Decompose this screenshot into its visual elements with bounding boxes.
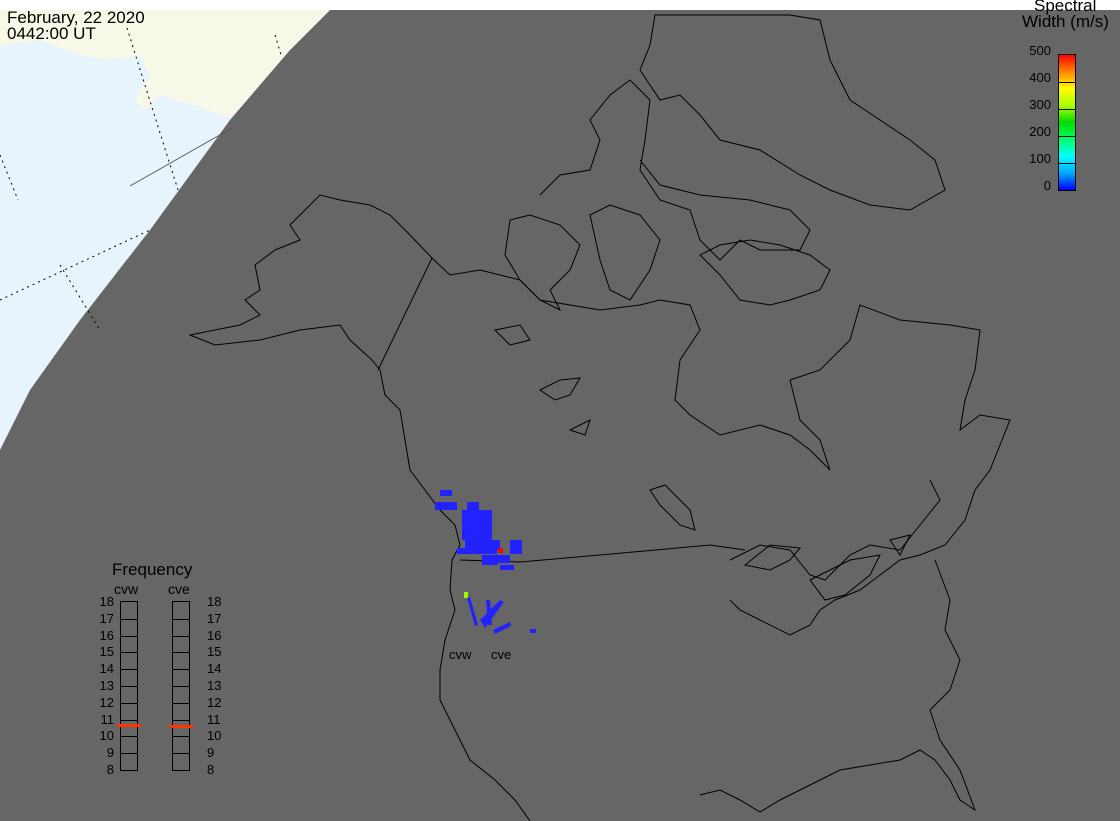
scatter-cell	[530, 629, 536, 633]
time-label: 0442:00 UT	[7, 24, 96, 43]
boundary-line	[129, 127, 233, 187]
colorbar-divider	[1059, 163, 1075, 164]
frequency-tick-right: 11	[207, 711, 221, 727]
frequency-tick-left: 17	[99, 610, 114, 626]
frequency-tick-right: 14	[207, 661, 222, 677]
frequency-tick-left: 16	[99, 627, 114, 643]
date-label: February, 22 2020	[7, 8, 145, 27]
frequency-tick-right: 18	[207, 594, 222, 609]
frequency-tick-left: 9	[106, 745, 114, 761]
frequency-tick-right: 9	[207, 745, 215, 761]
frequency-marker-cvw	[117, 723, 141, 727]
frequency-tick-left: 12	[99, 694, 114, 710]
map-radar-label-cvw: cvw	[449, 647, 472, 662]
frequency-bar-cvw	[117, 601, 141, 771]
grid-lines	[0, 27, 283, 331]
scatter-cell	[467, 502, 479, 512]
frequency-tick-left: 11	[100, 711, 115, 727]
scatter-cell	[493, 622, 511, 634]
frequency-tick-right: 8	[207, 762, 215, 777]
frequency-marker-cve	[169, 725, 193, 729]
colorbar	[1058, 54, 1076, 191]
scatter-cell	[480, 600, 504, 628]
frequency-tick-right: 15	[207, 644, 222, 660]
scatter-cell	[500, 565, 514, 570]
scatter-cell	[467, 597, 478, 626]
scatter-cell	[465, 540, 500, 550]
scatter-cell	[498, 555, 510, 563]
frequency-tick-right: 17	[207, 610, 222, 626]
colorbar-tick: 500	[1029, 43, 1051, 58]
frequency-tick-right: 12	[207, 694, 222, 710]
frequency-tick-left: 10	[99, 728, 114, 744]
frequency-tick-right: 16	[207, 627, 222, 643]
map-radar-label-cve: cve	[491, 647, 512, 662]
scatter-cell	[486, 600, 492, 625]
scatter-cell	[457, 548, 497, 554]
frequency-tick-left: 14	[99, 661, 114, 677]
scatter-cell	[464, 592, 468, 598]
frequency-title: Frequency	[112, 560, 193, 579]
scatter-cell	[498, 548, 503, 553]
colorbar-divider	[1059, 136, 1075, 137]
scatter-cell	[440, 490, 452, 496]
frequency-tick-left: 15	[99, 644, 114, 660]
colorbar-tick: 100	[1029, 151, 1051, 166]
frequency-tick-left: 13	[99, 678, 114, 693]
radar-name-cve: cve	[168, 581, 190, 597]
scatter-cell	[435, 502, 457, 510]
colorbar-tick: 300	[1029, 97, 1051, 112]
radar-name-cvw: cvw	[114, 581, 139, 597]
colorbar-tick: 400	[1029, 70, 1051, 85]
radar-scatter	[435, 490, 536, 634]
colorbar-title-line1: Spectral	[1034, 0, 1097, 15]
scatter-cell	[510, 540, 522, 554]
frequency-tick-left: 8	[106, 762, 114, 777]
colorbar-divider	[1059, 82, 1075, 83]
frequency-bar-cve	[169, 601, 193, 771]
scatter-cell	[482, 555, 498, 565]
colorbar-tick: 200	[1029, 124, 1051, 139]
dayside-land	[0, 10, 330, 118]
colorbar-title-line2: Width (m/s)	[1022, 12, 1109, 31]
frequency-tick-left: 18	[99, 594, 114, 609]
colorbar-divider	[1059, 109, 1075, 110]
dayside-ocean	[0, 10, 330, 450]
colorbar-tick: 0	[1043, 178, 1051, 193]
coastlines	[188, 14, 1011, 821]
frequency-tick-right: 10	[207, 728, 222, 744]
frequency-tick-right: 13	[207, 678, 222, 693]
scatter-cell	[462, 510, 492, 540]
